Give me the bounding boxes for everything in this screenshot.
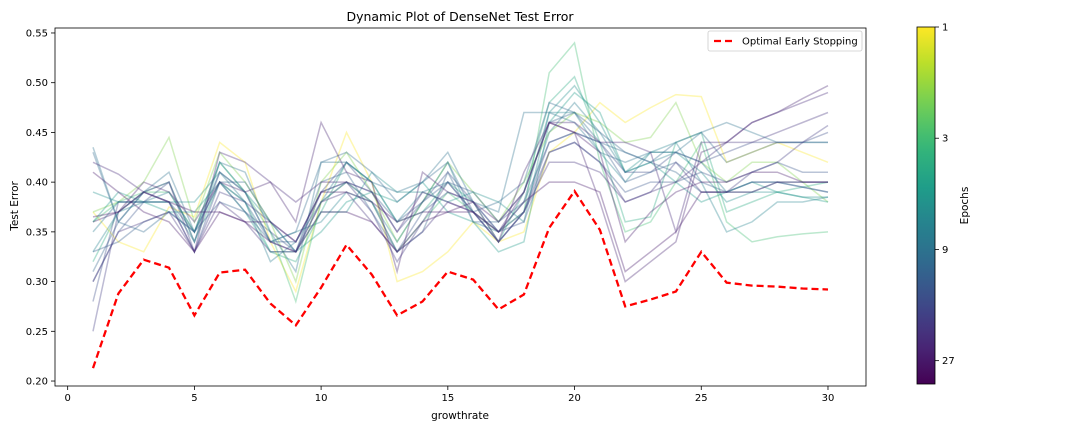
y-tick-label: 0.25 (26, 327, 48, 338)
epoch-series-line (92, 131, 829, 302)
y-tick-label: 0.55 (26, 28, 48, 39)
epoch-series-line (92, 111, 828, 274)
colorbar-tick-label: 27 (942, 356, 955, 367)
x-axis-label: growthrate (431, 410, 489, 422)
colorbar-tick-label: 1 (942, 23, 948, 34)
y-tick-label: 0.40 (26, 178, 48, 189)
x-tick-label: 20 (568, 393, 581, 404)
colorbar-tick-label: 9 (942, 245, 948, 256)
y-tick-label: 0.45 (26, 128, 48, 139)
epoch-series-line (92, 75, 829, 263)
x-tick-label: 25 (695, 393, 708, 404)
y-tick-label: 0.30 (26, 277, 48, 288)
epoch-series-line (92, 91, 829, 253)
epoch-series-line (92, 171, 828, 273)
axes-layer: 0 5 10 15 20 25 30 0.20 0.25 0.30 0.35 0.40 0.45 0.50… (26, 27, 867, 404)
colorbar: 1 3 9 27 Epochs (916, 23, 971, 385)
series-layer (91, 41, 829, 369)
y-tick-label: 0.20 (26, 377, 48, 388)
epoch-series-line (92, 124, 829, 332)
x-tick-label: 5 (191, 393, 197, 404)
chart-title: Dynamic Plot of DenseNet Test Error (346, 9, 574, 24)
legend-label: Optimal Early Stopping (742, 37, 858, 48)
epoch-series-line (92, 131, 829, 253)
epoch-series-line (92, 141, 828, 282)
epoch-series-line (92, 41, 829, 305)
legend-box (707, 30, 863, 52)
epoch-series-line (92, 91, 829, 254)
y-axis-label: Test Error (9, 181, 21, 232)
epoch-series-line (92, 121, 828, 244)
legend: Optimal Early Stopping (707, 30, 863, 52)
x-tick-label: 30 (822, 393, 835, 404)
epoch-series-line (92, 101, 828, 243)
colorbar-gradient (916, 26, 936, 385)
epoch-series-line (92, 93, 829, 294)
epoch-series-line (92, 84, 828, 254)
y-tick-label: 0.35 (26, 227, 48, 238)
colorbar-tick-label: 3 (942, 134, 948, 145)
epoch-series-line (92, 101, 828, 263)
epoch-series-line (92, 111, 829, 282)
plot-frame (54, 27, 867, 387)
optimal-early-stopping-line (91, 189, 829, 369)
epoch-series-line (92, 111, 829, 253)
x-tick-label: 15 (441, 393, 454, 404)
y-tick-label: 0.50 (26, 78, 48, 89)
epoch-series-line (92, 85, 829, 283)
colorbar-label: Epochs (959, 187, 971, 225)
x-tick-label: 0 (64, 393, 70, 404)
epoch-series-line (92, 101, 829, 284)
epoch-series-line (92, 111, 829, 272)
x-tick-label: 10 (315, 393, 328, 404)
